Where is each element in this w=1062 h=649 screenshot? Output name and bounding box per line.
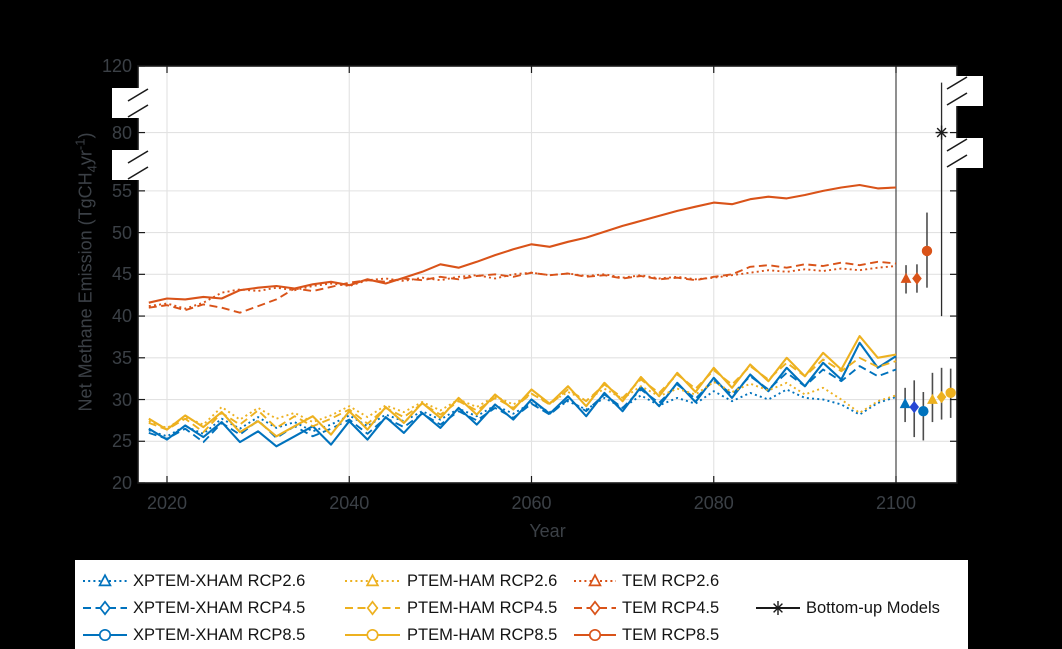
- error-bar-marker: [909, 400, 920, 414]
- y-axis-label-text: Net Methane Emission (TgCH: [75, 172, 96, 412]
- legend-item-label: TEM RCP4.5: [622, 599, 720, 617]
- x-axis-label: Year: [529, 521, 566, 541]
- series-line: [148, 381, 897, 429]
- axis-break-slash: [946, 92, 968, 106]
- y-tick-label: 30: [111, 389, 132, 410]
- legend-sample-marker: [589, 600, 601, 616]
- error-bar-marker: [912, 272, 922, 285]
- error-bar-marker: [921, 245, 933, 257]
- y-axis-label-subscript: 4: [84, 165, 100, 173]
- axis-break-slash: [946, 138, 968, 152]
- legend-sample-marker: [366, 600, 379, 616]
- legend-item-label: TEM RCP2.6: [622, 572, 720, 590]
- y-tick-label: 25: [111, 431, 132, 452]
- axis-break-slash: [127, 104, 149, 118]
- series-line: [148, 335, 897, 438]
- axis-break-slash: [127, 166, 149, 180]
- y-tick-label: 45: [111, 264, 132, 285]
- legend-item-label: Bottom-up Models: [806, 599, 940, 617]
- y-tick-label: 120: [101, 56, 132, 76]
- legend-sample-marker: [365, 573, 380, 587]
- legend-item-label: XPTEM-XHAM RCP4.5: [133, 599, 306, 617]
- error-bar-marker: [900, 272, 912, 283]
- y-tick-label: 40: [111, 306, 132, 327]
- legend-sample-marker: [588, 573, 602, 587]
- legend-sample-marker: [773, 603, 783, 613]
- y-tick-label: 35: [111, 347, 132, 368]
- series-line: [148, 341, 897, 448]
- legend-item-label: XPTEM-XHAM RCP8.5: [133, 626, 306, 644]
- x-tick-label: 2060: [511, 493, 552, 513]
- legend-sample-marker: [98, 628, 112, 642]
- axis-break-slash: [946, 76, 968, 90]
- y-tick-label: 55: [111, 180, 132, 201]
- legend-box: [75, 560, 968, 649]
- x-tick-label: 2020: [146, 493, 188, 513]
- x-tick-label: 2080: [693, 493, 734, 513]
- legend-sample-marker: [588, 628, 602, 642]
- y-axis-label-mid: yr: [75, 150, 96, 166]
- legend-item-label: PTEM-HAM RCP8.5: [407, 626, 558, 644]
- error-bar-marker: [945, 387, 956, 399]
- y-tick-label: 50: [111, 222, 132, 243]
- series-line: [148, 260, 897, 314]
- legend-sample-marker: [366, 628, 379, 642]
- legend-item-label: XPTEM-XHAM RCP2.6: [133, 572, 306, 590]
- y-tick-label: 80: [111, 122, 132, 143]
- axis-break-slash: [946, 154, 968, 168]
- error-bar-marker: [936, 127, 947, 138]
- legend-sample-marker: [99, 600, 111, 616]
- x-tick-label: 2100: [875, 493, 917, 513]
- x-tick-label: 2040: [329, 493, 370, 513]
- error-bar-marker: [899, 397, 911, 409]
- legend-item-label: PTEM-HAM RCP4.5: [407, 599, 558, 617]
- y-tick-label: 20: [111, 473, 132, 493]
- axis-break-slash: [127, 150, 149, 164]
- legend-item-label: TEM RCP8.5: [622, 626, 720, 644]
- error-bar-marker: [927, 393, 938, 404]
- error-bar-marker: [918, 406, 929, 417]
- series-line: [148, 183, 897, 304]
- error-bar-marker: [936, 390, 947, 404]
- legend-sample-marker: [98, 573, 112, 587]
- legend-item-label: PTEM-HAM RCP2.6: [407, 572, 558, 590]
- axis-break-slash: [127, 88, 149, 102]
